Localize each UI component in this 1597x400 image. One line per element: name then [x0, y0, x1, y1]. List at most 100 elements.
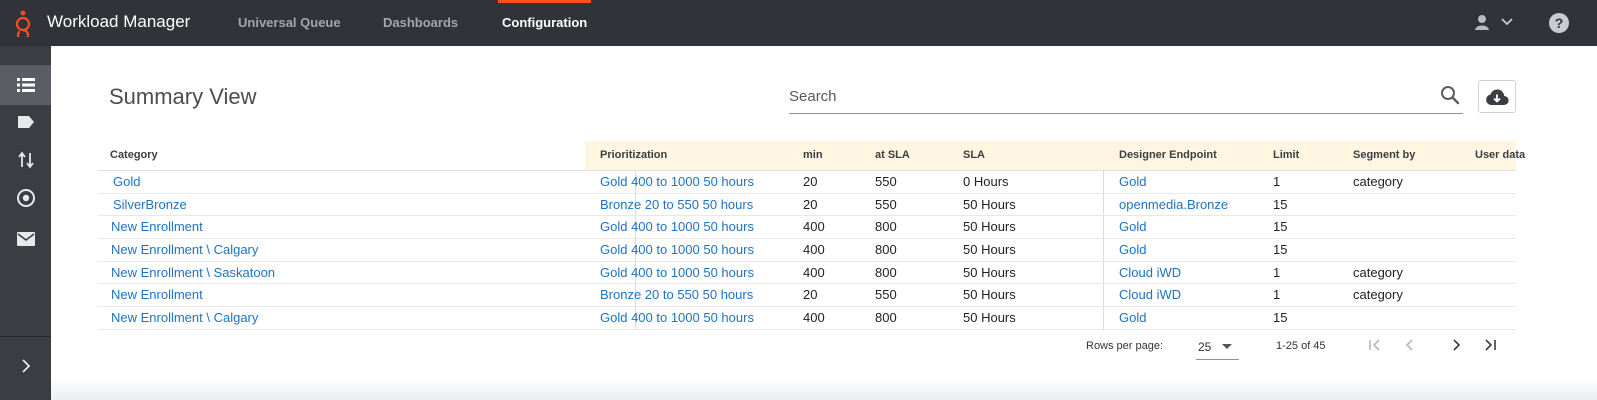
header-sla[interactable]: SLA [963, 149, 985, 161]
cell-at-sla: 550 [875, 287, 897, 303]
cell-sla: 50 Hours [963, 264, 1016, 280]
sort-icon [17, 151, 34, 169]
cell-category[interactable]: New Enrollment \ Saskatoon [111, 264, 276, 280]
help-icon[interactable]: ? [1548, 12, 1570, 34]
table-row[interactable]: New Enrollment \ Calgary Gold 400 to 100… [98, 239, 1516, 262]
search-icon[interactable] [1439, 84, 1461, 106]
first-page-icon [1369, 339, 1380, 351]
tab-dashboards[interactable]: Dashboards [383, 15, 459, 30]
cell-min: 400 [803, 264, 825, 280]
search-input[interactable] [789, 80, 1429, 112]
cell-limit: 15 [1273, 196, 1288, 212]
cell-at-sla: 800 [875, 264, 897, 280]
cell-sla: 50 Hours [963, 310, 1016, 326]
cell-designer-endpoint[interactable]: Gold [1119, 242, 1147, 258]
header-min[interactable]: min [803, 149, 823, 161]
sidebar [0, 46, 51, 400]
sidebar-item-mail[interactable] [0, 219, 51, 259]
rows-per-page-value: 25 [1198, 340, 1212, 354]
previous-page-button[interactable] [1398, 334, 1420, 356]
header-segment-by[interactable]: Segment by [1353, 149, 1416, 161]
cell-prioritization[interactable]: Gold 400 to 1000 50 hours [600, 219, 754, 235]
cell-min: 400 [803, 242, 825, 258]
chevron-right-icon [1453, 339, 1461, 351]
sidebar-divider [0, 336, 51, 337]
cell-prioritization[interactable]: Bronze 20 to 550 50 hours [600, 287, 754, 303]
cell-prioritization[interactable]: Gold 400 to 1000 50 hours [600, 310, 754, 326]
table-row[interactable]: New Enrollment \ Calgary Gold 400 to 100… [98, 307, 1516, 330]
cell-prioritization[interactable]: Bronze 20 to 550 50 hours [600, 196, 754, 212]
cell-sla: 0 Hours [963, 174, 1009, 189]
header-prioritization[interactable]: Prioritization [600, 149, 668, 161]
sidebar-item-target[interactable] [0, 178, 51, 218]
user-icon[interactable] [1474, 13, 1490, 31]
header-user-data[interactable]: User data [1475, 149, 1526, 161]
column-divider [1103, 141, 1104, 329]
pagination-range: 1-25 of 45 [1276, 340, 1326, 352]
download-button[interactable] [1478, 80, 1516, 113]
bottom-shade [51, 378, 1597, 400]
header-designer-endpoint[interactable]: Designer Endpoint [1119, 149, 1217, 161]
first-page-button[interactable] [1364, 334, 1386, 356]
cell-segment-by: category [1353, 174, 1403, 189]
table-row[interactable]: New Enrollment \ Saskatoon Gold 400 to 1… [98, 262, 1516, 285]
cell-segment-by: category [1353, 264, 1403, 280]
genesys-logo-icon[interactable] [12, 9, 34, 37]
header-at-sla[interactable]: at SLA [875, 149, 910, 161]
cell-designer-endpoint[interactable]: Cloud iWD [1119, 287, 1182, 303]
target-icon [16, 189, 35, 207]
next-page-button[interactable] [1446, 334, 1468, 356]
cell-category[interactable]: Gold [113, 174, 141, 189]
cell-sla: 50 Hours [963, 287, 1016, 303]
sidebar-item-tags[interactable] [0, 102, 51, 142]
cell-prioritization[interactable]: Gold 400 to 1000 50 hours [600, 174, 754, 189]
page-title: Summary View [109, 84, 257, 109]
chevron-left-icon [1405, 339, 1413, 351]
cell-category[interactable]: New Enrollment [111, 219, 203, 235]
chevron-down-icon[interactable] [1500, 14, 1514, 30]
cell-category[interactable]: SilverBronze [113, 196, 187, 212]
tag-icon [17, 116, 34, 128]
sidebar-item-sort[interactable] [0, 140, 51, 180]
cell-min: 20 [803, 174, 818, 189]
column-divider [635, 141, 636, 329]
header-category[interactable]: Category [110, 149, 158, 161]
cell-designer-endpoint[interactable]: Cloud iWD [1119, 264, 1182, 280]
rows-per-page-label: Rows per page: [1086, 340, 1164, 352]
rows-per-page-select[interactable]: 25 [1196, 334, 1239, 360]
summary-table: Category Prioritization min at SLA SLA D… [98, 141, 1525, 330]
cell-limit: 15 [1273, 219, 1288, 235]
cloud-download-icon [1486, 88, 1509, 105]
table-row[interactable]: New Enrollment Gold 400 to 1000 50 hours… [98, 216, 1516, 240]
sidebar-expand-button[interactable] [0, 346, 51, 386]
cell-sla: 50 Hours [963, 242, 1016, 258]
table-row[interactable]: Gold Gold 400 to 1000 50 hours 20 550 0 … [98, 171, 1516, 194]
caret-down-icon [1222, 344, 1232, 349]
cell-min: 20 [803, 196, 818, 212]
cell-designer-endpoint[interactable]: Gold [1119, 310, 1147, 326]
header-limit[interactable]: Limit [1273, 149, 1300, 161]
cell-designer-endpoint[interactable]: openmedia.Bronze [1119, 196, 1229, 212]
cell-category[interactable]: New Enrollment \ Calgary [111, 242, 259, 258]
cell-designer-endpoint[interactable]: Gold [1119, 174, 1147, 189]
cell-category[interactable]: New Enrollment [111, 287, 203, 303]
cell-limit: 15 [1273, 242, 1288, 258]
cell-designer-endpoint[interactable]: Gold [1119, 219, 1147, 235]
top-bar: Workload Manager Universal Queue Dashboa… [0, 0, 1597, 46]
cell-min: 400 [803, 219, 825, 235]
cell-prioritization[interactable]: Gold 400 to 1000 50 hours [600, 264, 754, 280]
cell-category[interactable]: New Enrollment \ Calgary [111, 310, 259, 326]
table-row[interactable]: SilverBronze Bronze 20 to 550 50 hours 2… [98, 194, 1516, 217]
table-row[interactable]: New Enrollment Bronze 20 to 550 50 hours… [98, 284, 1516, 308]
cell-limit: 15 [1273, 310, 1288, 326]
app-title: Workload Manager [47, 12, 191, 31]
cell-min: 20 [803, 287, 818, 303]
table-header: Category Prioritization min at SLA SLA D… [98, 141, 1525, 171]
sidebar-item-list[interactable] [0, 65, 51, 105]
cell-sla: 50 Hours [963, 219, 1016, 235]
tab-universal-queue[interactable]: Universal Queue [238, 15, 341, 30]
cell-prioritization[interactable]: Gold 400 to 1000 50 hours [600, 242, 754, 258]
list-icon [16, 78, 35, 92]
tab-configuration[interactable]: Configuration [497, 0, 592, 46]
last-page-button[interactable] [1479, 334, 1501, 356]
